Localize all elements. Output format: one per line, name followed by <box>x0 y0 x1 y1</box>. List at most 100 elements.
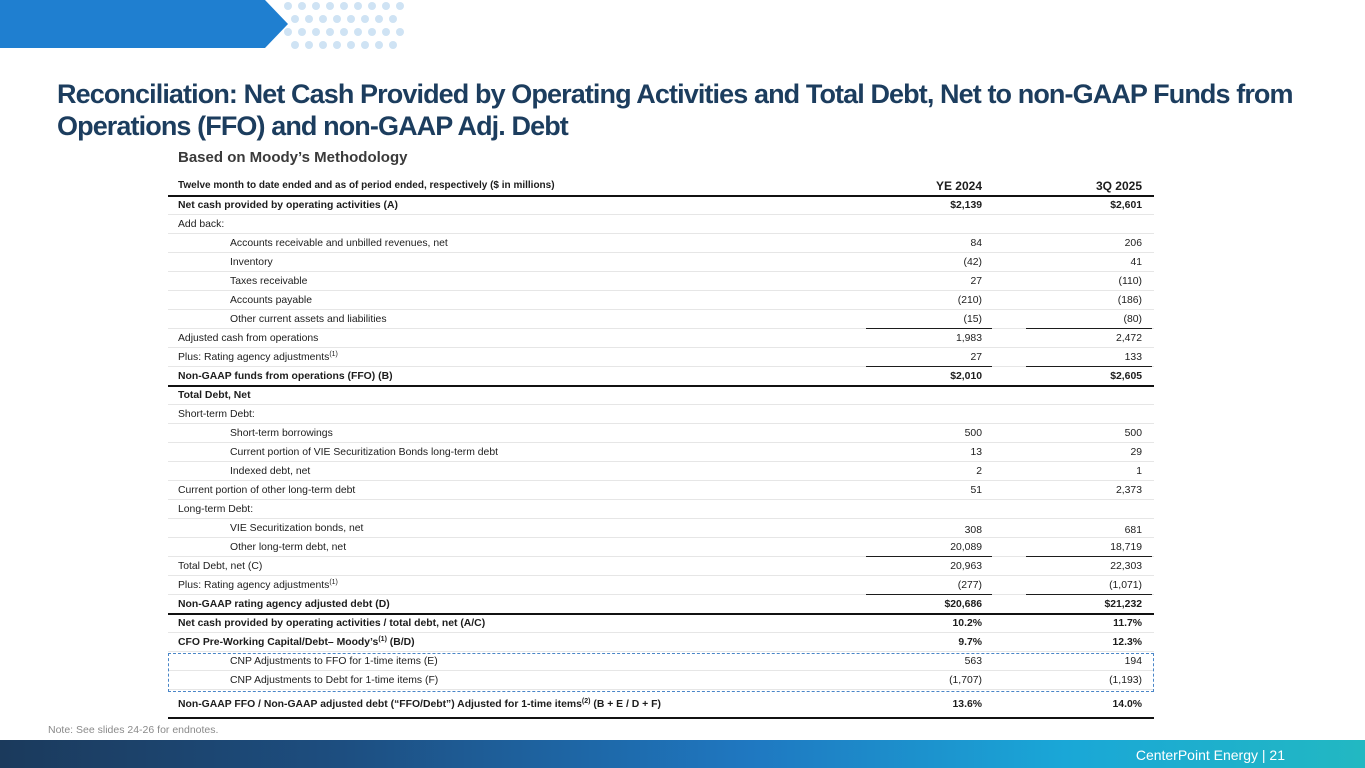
row-value-ye2024: $2,139 <box>950 200 982 211</box>
row-label: VIE Securitization bonds, net <box>230 523 364 534</box>
row-value-3q2025: (80) <box>1123 314 1142 325</box>
row-value-ye2024: 10.2% <box>952 618 982 629</box>
table-row: Total Debt, Net <box>168 386 1154 405</box>
table-rule <box>168 613 1154 615</box>
footnote-marker: (1) <box>329 351 338 358</box>
row-value-ye2024: 27 <box>970 352 982 363</box>
table-row: Net cash provided by operating activitie… <box>168 614 1154 633</box>
table-row: Other long-term debt, net 20,089 18,719 <box>168 538 1154 557</box>
table-row: Long-term Debt: <box>168 500 1154 519</box>
row-value-ye2024: $2,010 <box>950 371 982 382</box>
row-value-3q2025: 681 <box>1124 525 1142 536</box>
table-row: Inventory (42) 41 <box>168 253 1154 272</box>
table-rule <box>168 195 1154 197</box>
table-row: Non-GAAP FFO / Non-GAAP adjusted debt (“… <box>168 690 1154 717</box>
dot-pattern <box>284 2 404 49</box>
footnote-marker: (1) <box>378 636 387 643</box>
row-value-3q2025: 12.3% <box>1112 637 1142 648</box>
table-row: Plus: Rating agency adjustments(1) (277) (… <box>168 576 1154 595</box>
row-value-3q2025: (1,193) <box>1109 675 1142 686</box>
table-row: Adjusted cash from operations 1,983 2,472 <box>168 329 1154 348</box>
row-label: Other long-term debt, net <box>230 542 347 553</box>
row-label: Non-GAAP FFO / Non-GAAP adjusted debt (“… <box>178 698 661 710</box>
row-label: Adjusted cash from operations <box>178 333 319 344</box>
row-label: Short-term borrowings <box>230 428 333 439</box>
subtotal-rule <box>866 556 992 557</box>
row-label: Plus: Rating agency adjustments(1) <box>178 579 338 591</box>
row-value-ye2024: $20,686 <box>944 599 982 610</box>
row-label: Plus: Rating agency adjustments(1) <box>178 351 338 363</box>
table-header: Twelve month to date ended and as of per… <box>168 175 1154 196</box>
footnote-marker: (1) <box>329 579 338 586</box>
row-label: Add back: <box>178 219 225 230</box>
table-row: Taxes receivable 27 (110) <box>168 272 1154 291</box>
row-label: Accounts payable <box>230 295 313 306</box>
row-value-ye2024: 9.7% <box>958 637 982 648</box>
row-label: Total Debt, net (C) <box>178 561 263 572</box>
row-value-3q2025: 41 <box>1130 257 1142 268</box>
row-label: CNP Adjustments to FFO for 1-time items … <box>230 656 438 667</box>
row-label: Non-GAAP rating agency adjusted debt (D) <box>178 599 390 610</box>
row-value-ye2024: 27 <box>970 276 982 287</box>
table-row: Short-term borrowings 500 500 <box>168 424 1154 443</box>
row-label: Net cash provided by operating activitie… <box>178 618 486 629</box>
row-label: Accounts receivable and unbilled revenue… <box>230 238 448 249</box>
subtotal-rule <box>866 328 992 329</box>
row-value-3q2025: 11.7% <box>1113 618 1142 629</box>
row-value-ye2024: 84 <box>970 238 982 249</box>
row-value-ye2024: 1,983 <box>955 333 982 344</box>
row-value-3q2025: 133 <box>1124 352 1142 363</box>
reconciliation-table: Net cash provided by operating activitie… <box>168 195 1154 719</box>
table-row: CNP Adjustments to Debt for 1-time items… <box>168 671 1154 690</box>
table-row: Accounts payable (210) (186) <box>168 291 1154 310</box>
table-row: Short-term Debt: <box>168 405 1154 424</box>
row-label: Taxes receivable <box>230 276 308 287</box>
table-row: Non-GAAP rating agency adjusted debt (D)… <box>168 595 1154 614</box>
table-rule <box>168 385 1154 387</box>
row-value-3q2025: 29 <box>1130 447 1142 458</box>
table-row: Total Debt, net (C) 20,963 22,303 <box>168 557 1154 576</box>
subtotal-rule <box>1026 328 1152 329</box>
row-value-3q2025: 14.0% <box>1112 699 1142 710</box>
row-label: Long-term Debt: <box>178 504 254 515</box>
column-header-ye2024: YE 2024 <box>935 179 982 193</box>
row-value-ye2024: (277) <box>957 580 982 591</box>
row-value-ye2024: (210) <box>957 295 982 306</box>
row-label: Short-term Debt: <box>178 409 255 420</box>
row-value-3q2025: 1 <box>1136 466 1142 477</box>
footer-bar <box>0 740 1365 768</box>
row-value-3q2025: 2,472 <box>1115 333 1142 344</box>
row-value-ye2024: (15) <box>963 314 982 325</box>
row-label: CNP Adjustments to Debt for 1-time items… <box>230 675 439 686</box>
row-label: Current portion of other long-term debt <box>178 485 356 496</box>
table-row: CFO Pre-Working Capital/Debt– Moody’s(1)… <box>168 633 1154 652</box>
row-value-3q2025: $21,232 <box>1104 599 1142 610</box>
row-value-3q2025: 500 <box>1124 428 1142 439</box>
table-row: Other current assets and liabilities (15)… <box>168 310 1154 329</box>
subtotal-rule <box>866 366 992 367</box>
footnote-marker: (2) <box>581 698 591 705</box>
table-row: Net cash provided by operating activitie… <box>168 196 1154 215</box>
adjustments-highlight-box <box>168 653 1154 692</box>
row-value-ye2024: 13 <box>970 447 982 458</box>
row-value-ye2024: 563 <box>964 656 982 667</box>
table-row: Accounts receivable and unbilled revenue… <box>168 234 1154 253</box>
row-label: Total Debt, Net <box>178 390 251 401</box>
column-header-3q2025: 3Q 2025 <box>1095 179 1142 193</box>
subtotal-rule <box>866 594 992 595</box>
table-header-label: Twelve month to date ended and as of per… <box>178 180 555 191</box>
table-row: VIE Securitization bonds, net 308 681 <box>168 519 1154 538</box>
row-value-ye2024: (1,707) <box>949 675 982 686</box>
table-row: Current portion of VIE Securitization Bo… <box>168 443 1154 462</box>
table-rule <box>168 717 1154 719</box>
row-value-3q2025: 206 <box>1124 238 1142 249</box>
table-row: Indexed debt, net 2 1 <box>168 462 1154 481</box>
row-value-3q2025: 194 <box>1124 656 1142 667</box>
row-value-ye2024: 20,089 <box>950 542 982 553</box>
row-label: Indexed debt, net <box>230 466 311 477</box>
footer-text: CenterPoint Energy | 21 <box>1135 747 1285 763</box>
row-label: Net cash provided by operating activitie… <box>178 200 398 211</box>
row-value-ye2024: 20,963 <box>950 561 982 572</box>
row-value-3q2025: (186) <box>1117 295 1142 306</box>
table-row: Non-GAAP funds from operations (FFO) (B)… <box>168 367 1154 386</box>
